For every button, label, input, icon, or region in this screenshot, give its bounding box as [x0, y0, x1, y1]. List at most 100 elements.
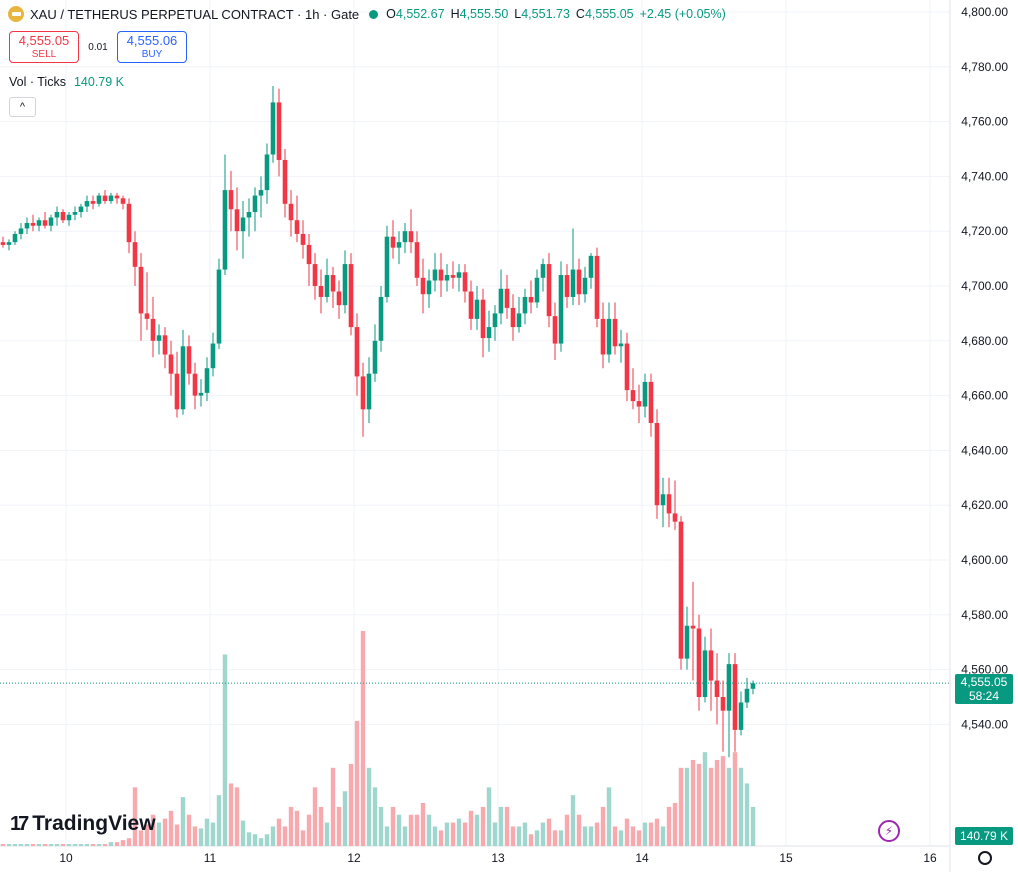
volume-bar	[450, 822, 456, 846]
volume-bar	[672, 803, 678, 846]
volume-bar	[144, 824, 150, 846]
volume-bar	[270, 826, 276, 846]
volume-bar	[480, 806, 486, 846]
trade-buttons: 4,555.05 SELL 0.01 4,555.06 BUY	[9, 31, 187, 63]
last-price-value: 4,555.05	[960, 675, 1008, 689]
candle-body	[654, 423, 660, 506]
candle-body	[126, 203, 132, 243]
candle-body	[348, 264, 354, 328]
candle-body	[606, 318, 612, 355]
volume-bar	[486, 787, 492, 846]
candle-body	[744, 688, 750, 703]
volume-bar	[582, 826, 588, 846]
sell-button[interactable]: 4,555.05 SELL	[9, 31, 79, 63]
buy-button[interactable]: 4,555.06 BUY	[117, 31, 187, 63]
volume-bar	[528, 834, 534, 846]
price-tick-label: 4,640.00	[961, 443, 1008, 457]
price-tick-label: 4,720.00	[961, 224, 1008, 238]
volume-bar	[438, 830, 444, 846]
volume-bar	[102, 844, 108, 846]
candle-body	[474, 299, 480, 319]
volume-bar	[378, 806, 384, 846]
candle-body	[138, 266, 144, 314]
candle-body	[576, 269, 582, 295]
volume-bar	[288, 806, 294, 846]
candle-body	[36, 220, 42, 226]
price-axis[interactable]: 4,540.00 4,560.00 4,580.00 4,600.00 4,620.00…	[961, 5, 1008, 731]
price-tick-label: 4,560.00	[961, 663, 1008, 677]
candle-body	[234, 209, 240, 232]
candle-body	[468, 291, 474, 319]
candle-body	[30, 222, 36, 226]
candle-body	[72, 212, 78, 215]
candle-body	[42, 220, 48, 226]
volume-bar	[504, 806, 510, 846]
volume-bar	[168, 810, 174, 846]
volume-bar	[156, 822, 162, 846]
volume-bar	[444, 822, 450, 846]
volume-bar	[54, 844, 60, 846]
candle-body	[720, 697, 726, 711]
volume-bar	[312, 787, 318, 846]
candle-body	[432, 269, 438, 281]
grid-lines	[0, 0, 951, 872]
volume-bar	[648, 822, 654, 846]
candle-body	[108, 195, 114, 202]
volume-bar	[552, 830, 558, 846]
volume-bar	[342, 791, 348, 846]
volume-bar	[24, 844, 30, 846]
gear-icon[interactable]	[978, 851, 992, 865]
volume-bar	[18, 844, 24, 846]
collapse-legend-button[interactable]: ^	[9, 97, 36, 117]
time-axis[interactable]: 10 11 12 13 14 15 16	[59, 851, 937, 865]
volume-bar	[414, 814, 420, 846]
price-tick-label: 4,760.00	[961, 115, 1008, 129]
candle-body	[456, 272, 462, 278]
volume-bar	[186, 814, 192, 846]
candles	[0, 85, 756, 758]
volume-bar	[624, 818, 630, 846]
candle-body	[480, 299, 486, 339]
chart-legend: XAU / TETHERUS PERPETUAL CONTRACT · 1h ·…	[8, 6, 732, 22]
candle-body	[144, 313, 150, 319]
candle-body	[612, 318, 618, 347]
time-tick-label: 11	[204, 851, 217, 865]
volume-bar	[510, 826, 516, 846]
volume-bar	[246, 832, 252, 846]
candle-body	[252, 195, 258, 213]
candle-body	[384, 236, 390, 297]
candle-body	[450, 275, 456, 278]
price-tick-label: 4,700.00	[961, 279, 1008, 293]
time-tick-label: 12	[347, 851, 361, 865]
volume-bar	[114, 842, 120, 846]
volume-bar	[690, 760, 696, 846]
volume-bar	[276, 818, 282, 846]
candle-body	[588, 255, 594, 278]
candle-body	[618, 343, 624, 347]
lightning-icon[interactable]: ⚡	[878, 820, 900, 842]
volume-bar	[126, 838, 132, 846]
candle-body	[306, 244, 312, 265]
volume-bar	[150, 814, 156, 846]
candle-body	[582, 277, 588, 295]
candle-body	[378, 296, 384, 341]
candle-body	[420, 277, 426, 295]
volume-bar	[210, 822, 216, 846]
volume-bar	[636, 830, 642, 846]
candle-body	[6, 242, 12, 245]
candle-body	[738, 702, 744, 730]
symbol-title[interactable]: XAU / TETHERUS PERPETUAL CONTRACT · 1h ·…	[30, 6, 360, 22]
candle-body	[336, 291, 342, 306]
volume-bar	[30, 844, 36, 846]
volume-bar	[318, 806, 324, 846]
volume-bar	[744, 783, 750, 846]
tradingview-logo[interactable]: 17 TradingView	[10, 812, 156, 836]
volume-bar	[684, 767, 690, 846]
candle-body	[648, 381, 654, 423]
volume-bar	[66, 844, 72, 846]
volume-bar	[432, 826, 438, 846]
volume-bar	[132, 787, 138, 846]
volume-label[interactable]: Vol · Ticks	[9, 75, 66, 89]
candle-body	[678, 521, 684, 659]
